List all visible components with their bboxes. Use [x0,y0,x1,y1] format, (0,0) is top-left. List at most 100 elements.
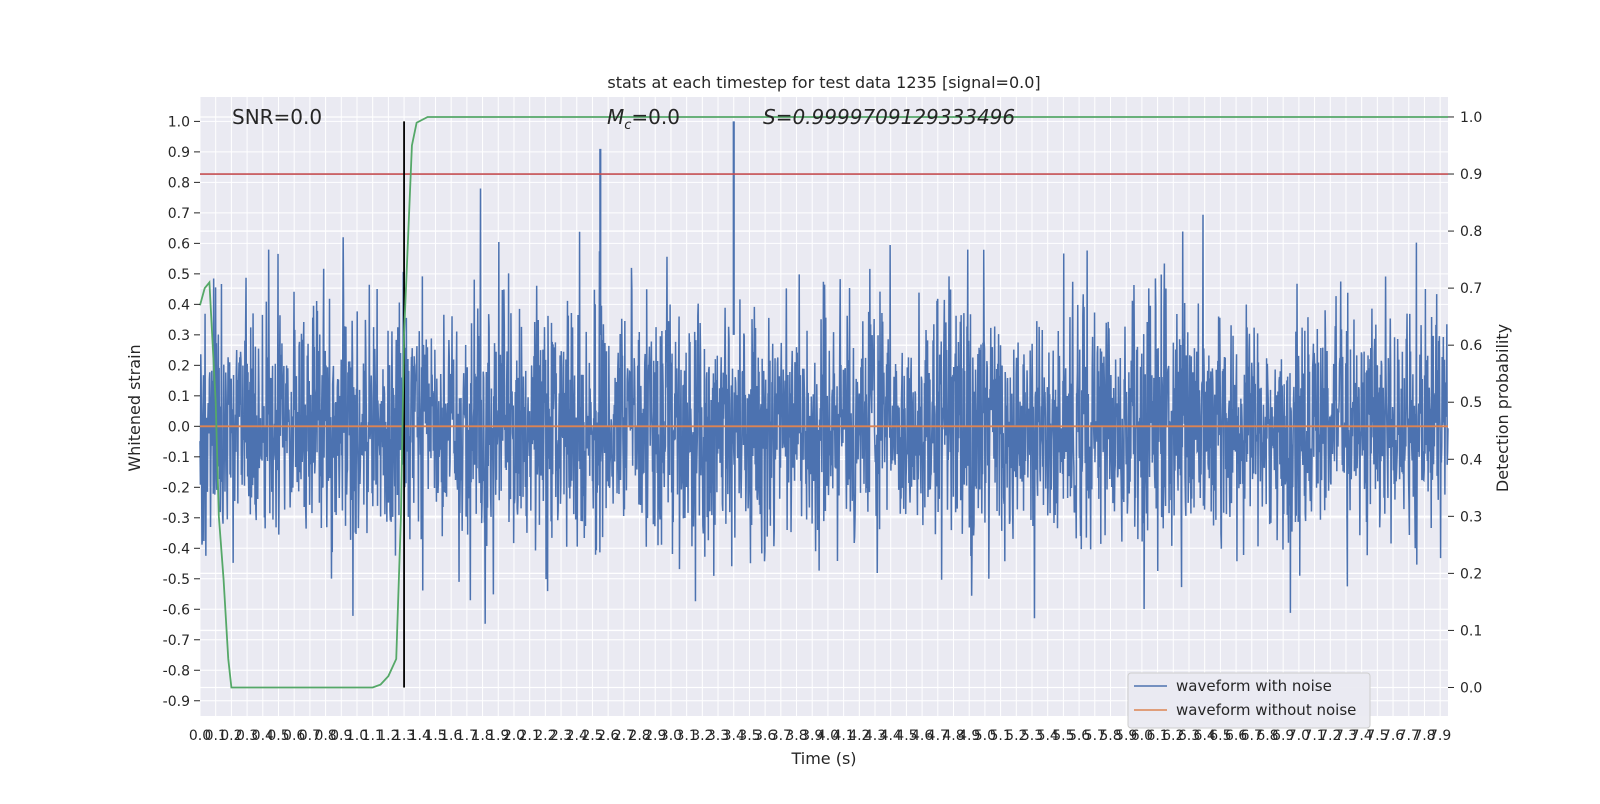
x-tick-label: 3.6 [754,728,776,744]
x-tick-label: 6.8 [1256,728,1278,744]
x-tick-label: 2.1 [519,728,541,744]
right-y-tick-label: 0.5 [1460,395,1482,411]
x-tick-label: 7.2 [1319,728,1341,744]
y-tick-label: -0.7 [163,633,190,649]
x-tick-label: 1.2 [377,728,399,744]
x-tick-label: 7.8 [1413,728,1435,744]
right-y-tick-label: 0.8 [1460,224,1482,240]
x-tick-label: 0.2 [220,728,242,744]
x-tick-label: 4.1 [832,728,854,744]
y-tick-label: 0.5 [168,267,190,283]
right-y-tick-label: 0.2 [1460,566,1482,582]
y-tick-label: 0.1 [168,389,190,405]
right-y-tick-label: 0.6 [1460,338,1482,354]
x-tick-label: 6.5 [1209,728,1231,744]
x-tick-label: 0.1 [205,728,227,744]
x-tick-label: 7.3 [1335,728,1357,744]
x-tick-label: 6.2 [1162,728,1184,744]
right-y-tick-labels: 1.0 0.9 0.8 0.7 0.6 0.5 0.4 0.3 0.2 0.1 0.0 [1448,110,1482,696]
s-annotation: S=0.9999709129333496 [763,105,1015,129]
x-axis-label: Time (s) [790,749,856,768]
mc-subscript: c [624,118,631,133]
right-y-tick-label: 0.3 [1460,509,1482,525]
y-tick-label: -0.4 [163,541,190,557]
overlay-layer [199,116,1448,689]
x-tick-label: 4.6 [911,728,933,744]
x-tick-label: 7.4 [1351,728,1373,744]
x-tick-label: 7.1 [1303,728,1325,744]
right-y-axis-label: Detection probability [1493,324,1512,492]
x-tick-label: 3.3 [707,728,729,744]
right-y-tick-label: 0.0 [1460,680,1482,696]
x-tick-label: 7.6 [1382,728,1404,744]
x-tick-label: 0.5 [267,728,289,744]
x-tick-label: 5.5 [1052,728,1074,744]
y-tick-label: 0.2 [168,358,190,374]
x-tick-label: 3.1 [676,728,698,744]
y-tick-label: 0.6 [168,236,190,252]
x-tick-label: 1.8 [471,728,493,744]
x-tick-label: 2.5 [581,728,603,744]
x-tick-label: 6.0 [1131,728,1153,744]
x-tick-label: 2.4 [566,728,588,744]
x-tick-label: 6.4 [1194,728,1216,744]
x-tick-label: 5.1 [989,728,1011,744]
right-y-tick-label: 0.4 [1460,452,1482,468]
x-tick-label: 5.0 [974,728,996,744]
x-tick-label: 4.8 [942,728,964,744]
legend: waveform with noise waveform without noi… [1127,672,1371,729]
x-tick-label: 3.7 [770,728,792,744]
x-tick-label: 7.9 [1429,728,1451,744]
x-tick-label: 7.0 [1288,728,1310,744]
x-tick-label: 1.5 [424,728,446,744]
snr-annotation: SNR=0.0 [232,105,322,129]
x-tick-label: 6.7 [1241,728,1263,744]
x-tick-label: 3.8 [785,728,807,744]
x-tick-labels: 0.00.10.20.30.40.50.60.70.80.91.01.11.21… [189,728,1451,744]
right-y-tick-label: 0.1 [1460,623,1482,639]
x-tick-label: 2.7 [613,728,635,744]
x-tick-label: 3.9 [801,728,823,744]
y-tick-label: 0.9 [168,145,190,161]
x-tick-label: 1.7 [456,728,478,744]
x-tick-label: 2.2 [534,728,556,744]
x-tick-label: 4.9 [958,728,980,744]
x-tick-label: 6.6 [1225,728,1247,744]
x-tick-label: 5.7 [1084,728,1106,744]
legend-label-noise: waveform with noise [1176,677,1332,695]
y-tick-label: -0.8 [163,663,190,679]
x-tick-label: 4.5 [895,728,917,744]
x-tick-label: 2.3 [550,728,572,744]
right-y-tick-label: 1.0 [1460,110,1482,126]
x-tick-label: 5.6 [1068,728,1090,744]
x-tick-label: 6.9 [1272,728,1294,744]
x-tick-label: 1.1 [362,728,384,744]
x-tick-label: 2.6 [597,728,619,744]
x-tick-label: 5.4 [1037,728,1059,744]
y-tick-label: -0.1 [163,450,190,466]
x-tick-label: 0.3 [236,728,258,744]
y-tick-label: -0.6 [163,602,190,618]
x-tick-label: 3.0 [660,728,682,744]
x-tick-label: 1.0 [346,728,368,744]
noise-waveform-line [199,188,1449,624]
x-tick-label: 1.6 [440,728,462,744]
y-tick-label: -0.9 [163,694,190,710]
y-tick-label: 1.0 [168,114,190,130]
y-tick-label: 0.7 [168,206,190,222]
x-tick-label: 1.9 [487,728,509,744]
y-tick-label: 0.0 [168,419,190,435]
x-tick-label: 4.0 [817,728,839,744]
mc-annotation: Mc=0.0 [607,105,680,133]
waveform-with-noise-series [199,121,1449,624]
x-tick-label: 0.4 [252,728,274,744]
y-tick-label: 0.4 [168,297,190,313]
x-tick-label: 4.4 [880,728,902,744]
x-tick-label: 6.3 [1178,728,1200,744]
x-tick-label: 4.7 [927,728,949,744]
x-tick-label: 0.9 [330,728,352,744]
y-tick-label: 0.8 [168,175,190,191]
mc-value: =0.0 [631,105,680,129]
